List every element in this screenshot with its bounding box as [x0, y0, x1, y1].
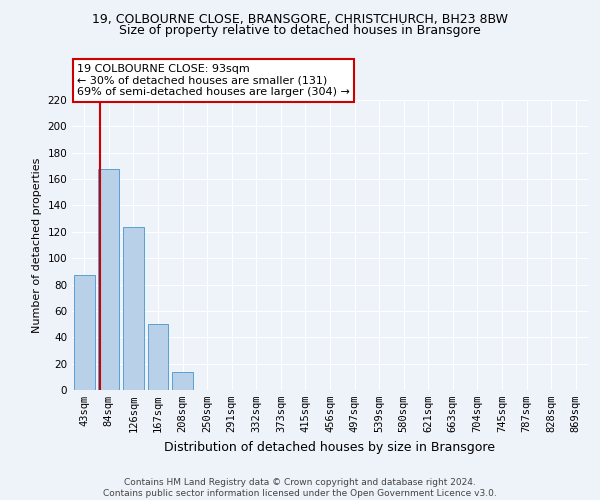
Bar — [74, 276, 95, 390]
Bar — [172, 372, 193, 390]
X-axis label: Distribution of detached houses by size in Bransgore: Distribution of detached houses by size … — [164, 440, 496, 454]
Text: 19 COLBOURNE CLOSE: 93sqm
← 30% of detached houses are smaller (131)
69% of semi: 19 COLBOURNE CLOSE: 93sqm ← 30% of detac… — [77, 64, 350, 97]
Text: Size of property relative to detached houses in Bransgore: Size of property relative to detached ho… — [119, 24, 481, 37]
Y-axis label: Number of detached properties: Number of detached properties — [32, 158, 42, 332]
Bar — [123, 226, 144, 390]
Text: Contains HM Land Registry data © Crown copyright and database right 2024.
Contai: Contains HM Land Registry data © Crown c… — [103, 478, 497, 498]
Bar — [98, 168, 119, 390]
Text: 19, COLBOURNE CLOSE, BRANSGORE, CHRISTCHURCH, BH23 8BW: 19, COLBOURNE CLOSE, BRANSGORE, CHRISTCH… — [92, 12, 508, 26]
Bar — [148, 324, 169, 390]
